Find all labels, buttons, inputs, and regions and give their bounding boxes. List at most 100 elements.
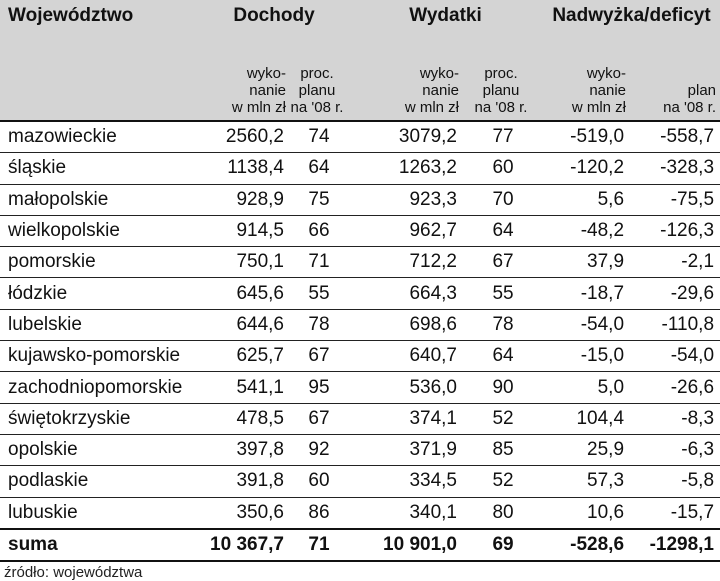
value-cell: 371,9 <box>348 433 463 466</box>
value-cell: 64 <box>290 152 348 185</box>
region-name: łódzkie <box>0 277 200 310</box>
subheader: proc. planu na '08 r. <box>290 32 348 121</box>
value-cell: -54,0 <box>630 340 720 372</box>
value-cell: 374,1 <box>348 402 463 435</box>
table-row: opolskie 397,8 92 371,9 85 25,9 -6,3 <box>0 433 720 466</box>
region-name: świętokrzyskie <box>0 402 200 435</box>
subheader: proc. planu na '08 r. <box>463 32 544 121</box>
header-row: Województwo Dochody Wydatki Nadwyżka/def… <box>0 0 720 32</box>
value-cell: 340,1 <box>348 496 463 529</box>
region-name: zachodniopomorskie <box>0 371 200 404</box>
value-cell: 55 <box>463 277 544 310</box>
value-cell: 5,6 <box>543 183 631 216</box>
value-cell: 750,1 <box>200 246 290 278</box>
value-cell: 86 <box>290 496 348 529</box>
value-cell: 67 <box>290 340 348 372</box>
value-cell: 350,6 <box>200 496 290 529</box>
region-name: lubelskie <box>0 308 200 341</box>
value-cell: -26,6 <box>630 371 720 404</box>
value-cell: 90 <box>463 371 544 404</box>
table-row: śląskie 1138,4 64 1263,2 60 -120,2 -328,3 <box>0 152 720 185</box>
value-cell: 55 <box>290 277 348 310</box>
value-cell: 85 <box>463 433 544 466</box>
value-cell: -6,3 <box>630 433 720 466</box>
value-cell: 478,5 <box>200 402 290 435</box>
region-name: opolskie <box>0 433 200 466</box>
region-name: wielkopolskie <box>0 214 200 247</box>
table-row: lubuskie 350,6 86 340,1 80 10,6 -15,7 <box>0 496 720 529</box>
value-cell: 536,0 <box>348 371 463 404</box>
total-row: suma 10 367,7 71 10 901,0 69 -528,6 -1298,1 <box>0 527 720 561</box>
value-cell: 712,2 <box>348 246 463 278</box>
region-name: podlaskie <box>0 465 200 498</box>
value-cell: 37,9 <box>543 246 631 278</box>
value-cell: -29,6 <box>630 277 720 310</box>
value-cell: 923,3 <box>348 183 463 216</box>
value-cell: 10 901,0 <box>348 527 463 561</box>
value-cell: 66 <box>290 214 348 247</box>
value-cell: 92 <box>290 433 348 466</box>
subheader: wyko- nanie w mln zł <box>543 32 631 121</box>
subheader: wyko- nanie w mln zł <box>348 32 463 121</box>
region-name: lubuskie <box>0 496 200 529</box>
value-cell: -328,3 <box>630 152 720 185</box>
region-name: suma <box>0 527 200 561</box>
value-cell: -48,2 <box>543 214 631 247</box>
value-cell: -1298,1 <box>630 527 720 561</box>
table-row: podlaskie 391,8 60 334,5 52 57,3 -5,8 <box>0 465 720 498</box>
source-note: źródło: województwa <box>0 560 720 581</box>
value-cell: -75,5 <box>630 183 720 216</box>
value-cell: -18,7 <box>543 277 631 310</box>
value-cell: 962,7 <box>348 214 463 247</box>
value-cell: 67 <box>290 402 348 435</box>
value-cell: 64 <box>463 340 544 372</box>
value-cell: -8,3 <box>630 402 720 435</box>
value-cell: 78 <box>290 308 348 341</box>
value-cell: -54,0 <box>543 308 631 341</box>
value-cell: -519,0 <box>543 120 631 153</box>
column-header: Wydatki <box>348 0 544 32</box>
value-cell: 64 <box>463 214 544 247</box>
region-name: śląskie <box>0 152 200 185</box>
value-cell: 645,6 <box>200 277 290 310</box>
value-cell: 74 <box>290 120 348 153</box>
value-cell: 334,5 <box>348 465 463 498</box>
subheader-row: wyko- nanie w mln zł proc. planu na '08 … <box>0 32 720 121</box>
value-cell: 928,9 <box>200 183 290 216</box>
value-cell: 391,8 <box>200 465 290 498</box>
value-cell: 75 <box>290 183 348 216</box>
value-cell: 541,1 <box>200 371 290 404</box>
value-cell: 60 <box>290 465 348 498</box>
value-cell: -5,8 <box>630 465 720 498</box>
value-cell: 5,0 <box>543 371 631 404</box>
value-cell: 1138,4 <box>200 152 290 185</box>
value-cell: 10,6 <box>543 496 631 529</box>
table-row: małopolskie 928,9 75 923,3 70 5,6 -75,5 <box>0 183 720 216</box>
value-cell: 69 <box>463 527 544 561</box>
value-cell: 60 <box>463 152 544 185</box>
value-cell: 914,5 <box>200 214 290 247</box>
value-cell: 77 <box>463 120 544 153</box>
subheader: plan na '08 r. <box>630 32 720 121</box>
table-row: mazowieckie 2560,2 74 3079,2 77 -519,0 -558,7 <box>0 120 720 153</box>
value-cell: 78 <box>463 308 544 341</box>
region-name: mazowieckie <box>0 120 200 153</box>
value-cell: -110,8 <box>630 308 720 341</box>
value-cell: 10 367,7 <box>200 527 290 561</box>
value-cell: 71 <box>290 527 348 561</box>
value-cell: 52 <box>463 465 544 498</box>
value-cell: 640,7 <box>348 340 463 372</box>
value-cell: 52 <box>463 402 544 435</box>
table-row: łódzkie 645,6 55 664,3 55 -18,7 -29,6 <box>0 277 720 310</box>
value-cell: -15,7 <box>630 496 720 529</box>
value-cell: 625,7 <box>200 340 290 372</box>
table-body: mazowieckie 2560,2 74 3079,2 77 -519,0 -558,7 ś… <box>0 120 720 561</box>
value-cell: 80 <box>463 496 544 529</box>
value-cell: 397,8 <box>200 433 290 466</box>
region-name: kujawsko-pomorskie <box>0 340 200 372</box>
table-row: pomorskie 750,1 71 712,2 67 37,9 -2,1 <box>0 246 720 278</box>
value-cell: -126,3 <box>630 214 720 247</box>
column-header: Dochody <box>200 0 348 32</box>
value-cell: 644,6 <box>200 308 290 341</box>
